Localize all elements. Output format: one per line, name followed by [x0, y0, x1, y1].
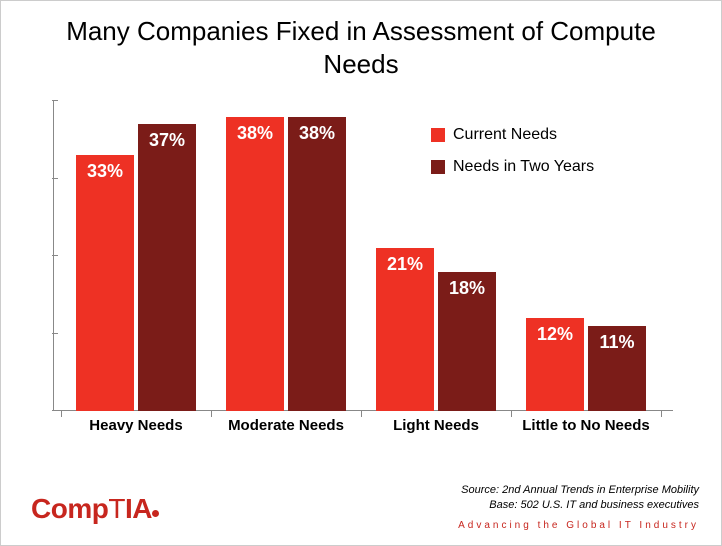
bar: 21%: [376, 248, 434, 411]
x-ticks: [53, 411, 673, 415]
bar: 37%: [138, 124, 196, 411]
x-labels: Heavy NeedsModerate NeedsLight NeedsLitt…: [53, 417, 673, 441]
x-axis-label: Little to No Needs: [511, 417, 661, 434]
chart-title: Many Companies Fixed in Assessment of Co…: [1, 1, 721, 86]
x-axis-label: Heavy Needs: [61, 417, 211, 434]
x-axis-label: Moderate Needs: [211, 417, 361, 434]
logo: CompTIA: [31, 493, 160, 525]
bar: 33%: [76, 155, 134, 411]
bar-value-label: 18%: [438, 278, 496, 299]
legend-item: Current Needs: [431, 119, 594, 151]
bar: 38%: [226, 117, 284, 412]
legend-label: Current Needs: [453, 119, 557, 151]
bar-group: 38%38%: [211, 101, 361, 411]
bar: 11%: [588, 326, 646, 411]
bar: 18%: [438, 272, 496, 412]
source-text: Source: 2nd Annual Trends in Enterprise …: [461, 483, 699, 513]
bar-value-label: 38%: [226, 123, 284, 144]
legend-label: Needs in Two Years: [453, 151, 594, 183]
legend-item: Needs in Two Years: [431, 151, 594, 183]
tagline: Advancing the Global IT Industry: [458, 520, 699, 531]
bar-value-label: 38%: [288, 123, 346, 144]
bar-value-label: 11%: [588, 332, 646, 353]
bar: 12%: [526, 318, 584, 411]
bar-value-label: 37%: [138, 130, 196, 151]
footer: CompTIA Source: 2nd Annual Trends in Ent…: [31, 477, 699, 533]
legend-swatch: [431, 160, 445, 174]
legend: Current Needs Needs in Two Years: [431, 119, 594, 183]
bar-value-label: 12%: [526, 324, 584, 345]
bar-value-label: 21%: [376, 254, 434, 275]
y-axis: [53, 101, 54, 411]
bar-group: 33%37%: [61, 101, 211, 411]
legend-swatch: [431, 128, 445, 142]
bar: 38%: [288, 117, 346, 412]
bar-value-label: 33%: [76, 161, 134, 182]
x-axis-label: Light Needs: [361, 417, 511, 434]
